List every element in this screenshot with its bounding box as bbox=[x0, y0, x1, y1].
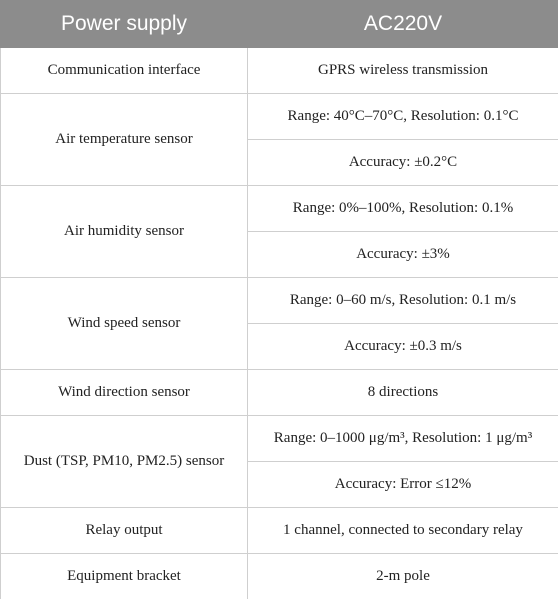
row-value: Range: 0%–100%, Resolution: 0.1% bbox=[247, 185, 558, 232]
row-value: Range: 0–60 m/s, Resolution: 0.1 m/s bbox=[247, 277, 558, 324]
row-value: Accuracy: ±0.3 m/s bbox=[247, 323, 558, 370]
table-row: Accuracy: Error ≤12% bbox=[1, 461, 558, 508]
table-row: Air temperature sensor Range: 40°C–70°C, … bbox=[0, 93, 558, 186]
table-row: Dust (TSP, PM10, PM2.5) sensor Range: 0–1… bbox=[0, 415, 558, 508]
table-body: Communication interface GPRS wireless tra… bbox=[0, 47, 558, 599]
row-label: Equipment bracket bbox=[0, 553, 248, 599]
table-row: Accuracy: ±0.2°C bbox=[1, 139, 558, 186]
row-value: Accuracy: Error ≤12% bbox=[247, 461, 558, 508]
row-value: Range: 40°C–70°C, Resolution: 0.1°C bbox=[247, 93, 558, 140]
row-value: GPRS wireless transmission bbox=[247, 47, 558, 94]
table-row: Accuracy: ±3% bbox=[1, 231, 558, 278]
row-label: Air temperature sensor bbox=[0, 93, 248, 186]
row-label: Air humidity sensor bbox=[0, 185, 248, 278]
table-row: Air humidity sensor Range: 0%–100%, Resol… bbox=[0, 185, 558, 278]
table-row: Relay output 1 channel, connected to seco… bbox=[0, 507, 558, 554]
row-value: Accuracy: ±0.2°C bbox=[247, 139, 558, 186]
row-value: 1 channel, connected to secondary relay bbox=[247, 507, 558, 554]
header-cell: Power supply bbox=[0, 0, 248, 48]
row-label: Wind speed sensor bbox=[0, 277, 248, 370]
row-value: 8 directions bbox=[247, 369, 558, 416]
row-label: Communication interface bbox=[0, 47, 248, 94]
row-label: Relay output bbox=[0, 507, 248, 554]
header-cell: AC220V bbox=[247, 0, 558, 48]
row-label: Dust (TSP, PM10, PM2.5) sensor bbox=[0, 415, 248, 508]
row-value: 2-m pole bbox=[247, 553, 558, 599]
table-row: Communication interface GPRS wireless tra… bbox=[0, 47, 558, 94]
row-value: Range: 0–1000 μg/m³, Resolution: 1 μg/m³ bbox=[247, 415, 558, 462]
row-value: Accuracy: ±3% bbox=[247, 231, 558, 278]
table-row: Wind speed sensor Range: 0–60 m/s, Resolu… bbox=[0, 277, 558, 370]
table-row: Equipment bracket 2-m pole bbox=[0, 553, 558, 599]
row-label: Wind direction sensor bbox=[0, 369, 248, 416]
table-row: Wind direction sensor 8 directions bbox=[0, 369, 558, 416]
header-row: Power supply AC220V bbox=[0, 0, 558, 48]
